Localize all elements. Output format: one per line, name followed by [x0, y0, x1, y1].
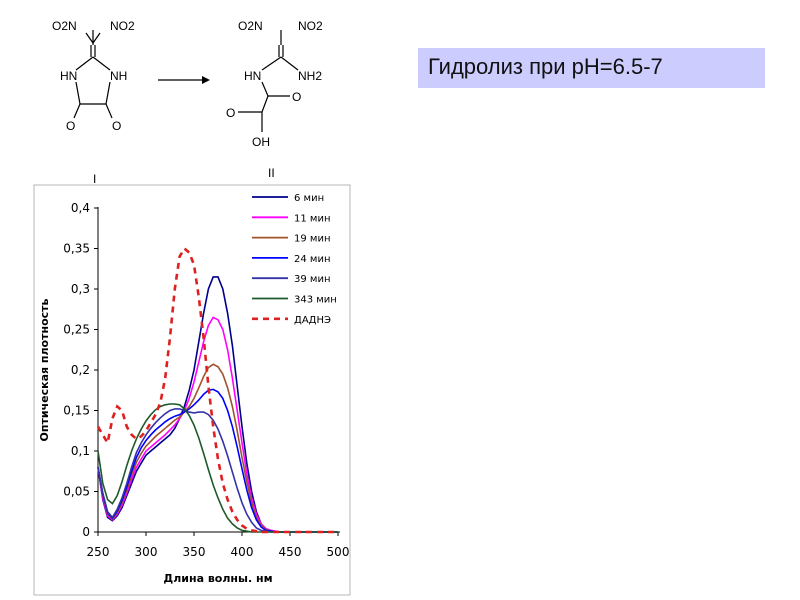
legend-label-2: 19 мин	[294, 234, 330, 245]
legend-label-1: 11 мин	[294, 213, 330, 224]
product-label: II	[268, 166, 275, 180]
x-tick-label: 250	[87, 545, 110, 559]
product-o-amide: O	[292, 90, 301, 104]
product-hn-label: HN	[244, 69, 261, 83]
reactant-structure: O2N NO2 HN NH O O I	[52, 19, 135, 186]
reactant-label: I	[93, 172, 96, 186]
y-tick-label: 0,05	[63, 485, 90, 499]
product-o-acid: O	[226, 106, 235, 120]
y-tick-label: 0,1	[71, 444, 90, 458]
x-axis-label: Длина волны. нм	[163, 572, 272, 585]
x-tick-label: 300	[135, 545, 158, 559]
reactant-o-left: O	[66, 119, 75, 133]
x-tick-label: 400	[231, 545, 254, 559]
x-tick-label: 500	[327, 545, 350, 559]
y-tick-label: 0,35	[63, 242, 90, 256]
legend-label-0: 6 мин	[294, 193, 324, 204]
reactant-o-right: O	[112, 119, 121, 133]
reaction-arrow	[158, 76, 210, 84]
y-tick-label: 0,2	[71, 363, 90, 377]
reactant-nh-label: NH	[110, 69, 127, 83]
legend-label-6: ДАДНЭ	[294, 315, 331, 326]
legend-label-3: 24 мин	[294, 254, 330, 265]
title-box: Гидролиз при рН=6.5-7	[418, 48, 765, 88]
series-line-6	[96, 246, 338, 534]
reactant-hn-label: HN	[60, 69, 77, 83]
product-o2n-label: O2N	[238, 19, 263, 33]
slide-title: Гидролиз при рН=6.5-7	[428, 54, 663, 79]
y-axis-label: Оптическая плотность	[38, 298, 51, 441]
y-tick-label: 0,4	[71, 201, 90, 215]
reactant-o2n-label: O2N	[52, 19, 77, 33]
x-tick-label: 450	[279, 545, 302, 559]
x-tick-label: 350	[183, 545, 206, 559]
chart-frame	[33, 184, 351, 596]
product-nh2-label: NH2	[298, 69, 322, 83]
y-tick-label: 0,25	[63, 323, 90, 337]
legend-label-4: 39 мин	[294, 274, 330, 285]
y-tick-label: 0	[82, 525, 90, 539]
absorbance-chart: Оптическая плотность Длина волны. нм 250…	[38, 193, 349, 585]
y-tick-label: 0,15	[63, 404, 90, 418]
product-oh-label: OH	[252, 135, 270, 149]
product-structure: O2N NO2 HN NH2 O O OH II	[226, 19, 323, 180]
legend-label-5: 343 мин	[294, 295, 337, 306]
chart-legend: 6 мин 11 мин 19 мин 24 мин 39 мин 343 мин ДАДН…	[252, 193, 337, 326]
series-line-2	[97, 363, 338, 533]
reactant-no2-label: NO2	[110, 19, 135, 33]
product-no2-label: NO2	[298, 19, 323, 33]
y-tick-label: 0,3	[71, 282, 90, 296]
